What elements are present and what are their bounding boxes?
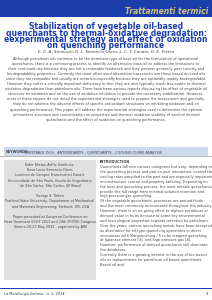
- Text: 9: 9: [206, 292, 208, 296]
- Text: quenchants to thermal-oxidative degradation:: quenchants to thermal-oxidative degradat…: [6, 28, 206, 38]
- Bar: [0, 0, 212, 16]
- Text: KEYWORDS:: KEYWORDS:: [6, 150, 30, 154]
- Text: on quenching performance: on quenching performance: [47, 41, 165, 50]
- Bar: [4, 160, 96, 280]
- Text: eexperimental strategy and effect of oxidation: eexperimental strategy and effect of oxi…: [4, 35, 208, 44]
- Bar: [0, 156, 212, 157]
- Text: Trattamenti termici: Trattamenti termici: [125, 7, 208, 16]
- Text: VEGETABLE OILS - ANTIOXIDANTS - QUENCHANTS - COOLING CURVE ANALYSIS: VEGETABLE OILS - ANTIOXIDANTS - QUENCHAN…: [23, 150, 162, 154]
- Text: La Metallurgia Italiana - n. 1, 2014: La Metallurgia Italiana - n. 1, 2014: [4, 292, 65, 296]
- Text: Quenchants fall into various categories but vary, depending on
the quenching pro: Quenchants fall into various categories …: [100, 165, 212, 267]
- Bar: [4, 147, 208, 156]
- Text: Eider Ekeron Adilia Simêncio,
Rosa Lucia Simencio Otero,
Lourinou de Campos Fran: Eider Ekeron Adilia Simêncio, Rosa Lucia…: [4, 163, 96, 230]
- Text: Stabilization of vegetable oil-based: Stabilization of vegetable oil-based: [29, 22, 183, 31]
- Text: Although petroleum oils continue to be the dominant type of base oil for the for: Although petroleum oils continue to be t…: [5, 57, 207, 122]
- Text: INTRODUCTION: INTRODUCTION: [100, 160, 130, 164]
- Text: E. C. A. Simêncio, R. L. Simencio Otero, L. C. F. Canale, G. E. Totten: E. C. A. Simêncio, R. L. Simencio Otero,…: [38, 50, 174, 54]
- Bar: [0, 288, 212, 289]
- Bar: [0, 16, 212, 17]
